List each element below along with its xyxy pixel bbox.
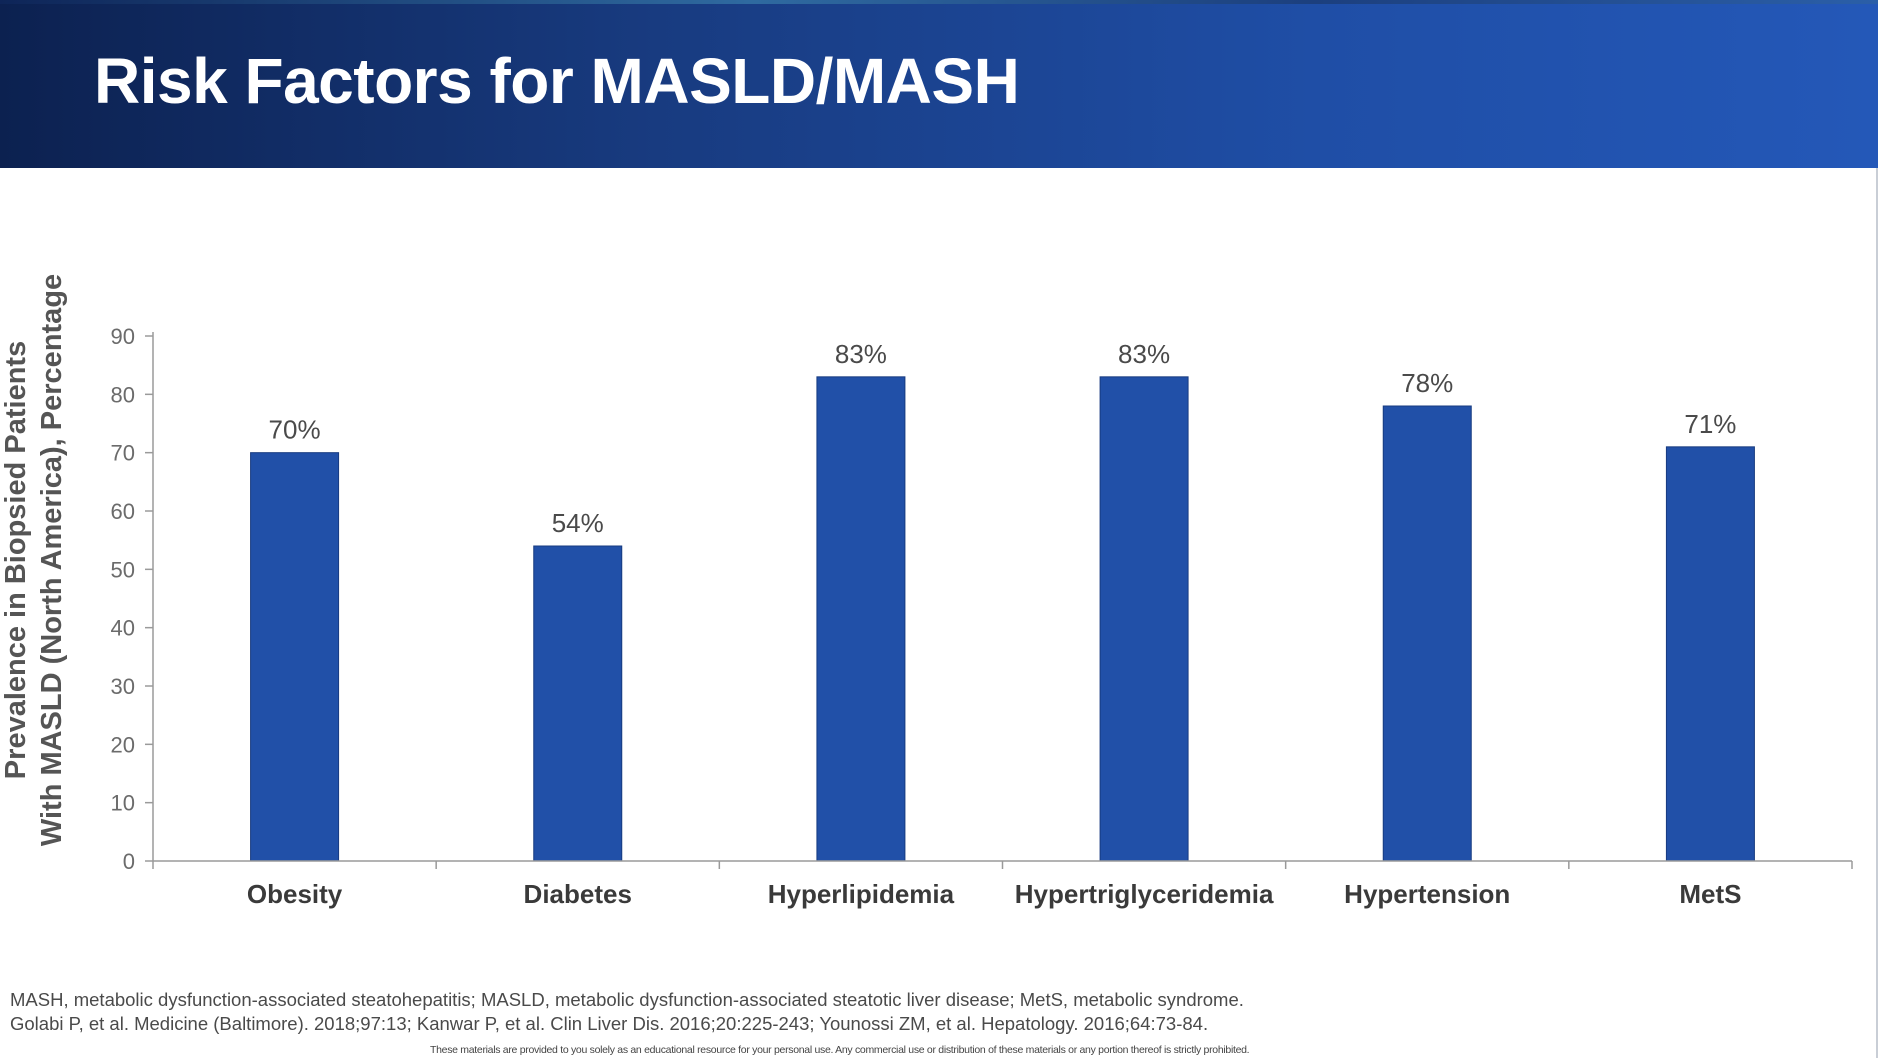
x-category-label: Hypertension bbox=[1344, 879, 1510, 909]
footnote-references: Golabi P, et al. Medicine (Baltimore). 2… bbox=[10, 1013, 1209, 1034]
y-axis-title-line1: Prevalence in Biopsied Patients bbox=[0, 341, 32, 779]
disclaimer-text: These materials are provided to you sole… bbox=[430, 1044, 1250, 1056]
bar-chart: Prevalence in Biopsied Patients With MAS… bbox=[0, 274, 1853, 909]
x-category-label: Diabetes bbox=[524, 879, 632, 909]
y-tick-label: 10 bbox=[111, 791, 135, 816]
y-axis: 0 10 20 30 40 50 60 70 80 90 bbox=[111, 324, 154, 874]
bar-mets bbox=[1665, 446, 1755, 862]
y-axis-title-line2: With MASLD (North America), Percentage bbox=[36, 274, 68, 846]
bar-hyperlipidemia bbox=[816, 376, 906, 862]
bars: 70% 54% 83% 83% 78% 71% bbox=[250, 339, 1755, 862]
data-label: 54% bbox=[552, 508, 604, 538]
y-tick-label: 20 bbox=[111, 732, 135, 757]
x-axis: Obesity Diabetes Hyperlipidemia Hypertrigly… bbox=[152, 860, 1853, 909]
y-tick-label: 60 bbox=[111, 499, 135, 524]
bar-diabetes bbox=[533, 545, 623, 862]
x-category-label: MetS bbox=[1679, 879, 1741, 909]
data-label: 78% bbox=[1401, 368, 1453, 398]
data-label: 83% bbox=[835, 339, 887, 369]
data-label: 83% bbox=[1118, 339, 1170, 369]
slide-title: Risk Factors for MASLD/MASH bbox=[94, 45, 1020, 117]
x-category-label: Hypertriglyceridemia bbox=[1015, 879, 1274, 909]
data-label: 70% bbox=[269, 415, 321, 445]
x-category-label: Obesity bbox=[247, 879, 343, 909]
y-tick-label: 90 bbox=[111, 324, 135, 349]
bar-hypertension bbox=[1382, 405, 1472, 862]
slide-header: Risk Factors for MASLD/MASH bbox=[0, 0, 1878, 168]
y-tick-label: 0 bbox=[123, 849, 135, 874]
y-tick-label: 80 bbox=[111, 382, 135, 407]
x-category-label: Hyperlipidemia bbox=[768, 879, 955, 909]
y-tick-label: 40 bbox=[111, 616, 135, 641]
y-tick-label: 70 bbox=[111, 441, 135, 466]
y-tick-label: 50 bbox=[111, 557, 135, 582]
y-tick-label: 30 bbox=[111, 674, 135, 699]
bar-hypertriglyceridemia bbox=[1099, 376, 1189, 862]
footnote-abbreviations: MASH, metabolic dysfunction-associated s… bbox=[10, 989, 1244, 1010]
bar-obesity bbox=[250, 452, 340, 862]
data-label: 71% bbox=[1684, 409, 1736, 439]
slide-edge-divider bbox=[1876, 168, 1878, 1058]
